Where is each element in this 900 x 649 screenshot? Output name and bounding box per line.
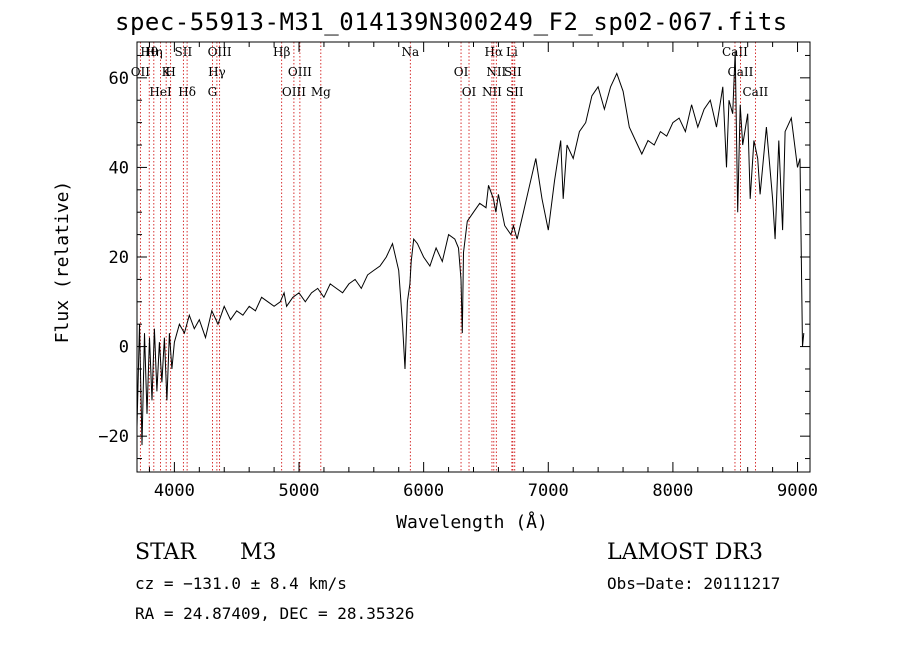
y-axis-label: Flux (relative) [52,181,73,344]
line-label: CaII [742,85,768,99]
y-tick-label: 20 [109,248,129,268]
line-label: Hγ [208,65,226,79]
line-label: H [165,65,175,79]
line-label: OIII [288,65,312,79]
redshift-text: cz = −131.0 ± 8.4 km/s [135,574,347,593]
line-label: Hη [145,45,163,59]
line-label: HeI [149,85,172,99]
line-label: NII [482,85,502,99]
line-label: SII [504,65,522,79]
line-label: OI [454,65,469,79]
line-label: Hβ [273,45,290,59]
line-label: Hδ [178,85,196,99]
line-label: Na [401,45,419,59]
line-label: Mg [311,85,331,99]
x-tick-label: 8000 [652,481,693,501]
line-label: CaII [728,65,754,79]
y-tick-label: 0 [119,338,129,358]
y-tick-label: −20 [98,427,129,447]
axes: 4000 5000 6000 7000 8000 9000 −20 0 20 40 60 [98,41,818,501]
plot-frame [136,41,811,473]
object-class: STAR [135,540,196,565]
survey-label: LAMOST DR3 [607,540,763,565]
line-label: G [208,85,218,99]
line-label: OII [131,65,151,79]
y-tick-label: 40 [109,158,129,178]
line-label: OI [462,85,477,99]
line-label: Li [506,45,518,59]
x-tick-label: 4000 [154,481,195,501]
line-label: NII [486,65,506,79]
line-label: OIII [208,45,232,59]
line-label: SII [506,85,524,99]
x-tick-label: 6000 [403,481,444,501]
line-label: Hα [485,45,504,59]
line-markers: Hθ K Hδ OIII OII HeI SII Hγ OIII HηH G Hβ OIII Mg Na OI… [131,42,769,472]
plot-area [136,50,805,446]
y-tick-label: 60 [109,69,129,89]
line-label: K [162,65,172,79]
x-tick-label: 9000 [777,481,818,501]
x-tick-label: 7000 [528,481,569,501]
line-label: Hθ [140,45,158,59]
coordinates: RA = 24.87409, DEC = 28.35326 [135,604,415,623]
line-label: SII [175,45,193,59]
spectrum-line [136,50,805,446]
chart-title: spec-55913-M31_014139N300249_F2_sp02-067… [115,8,788,36]
obs-date: Obs−Date: 20111217 [607,574,781,593]
x-tick-label: 5000 [279,481,320,501]
line-label: OIII [282,85,306,99]
object-subclass: M3 [240,540,277,565]
x-axis-label: Wavelength (Å) [396,511,548,533]
